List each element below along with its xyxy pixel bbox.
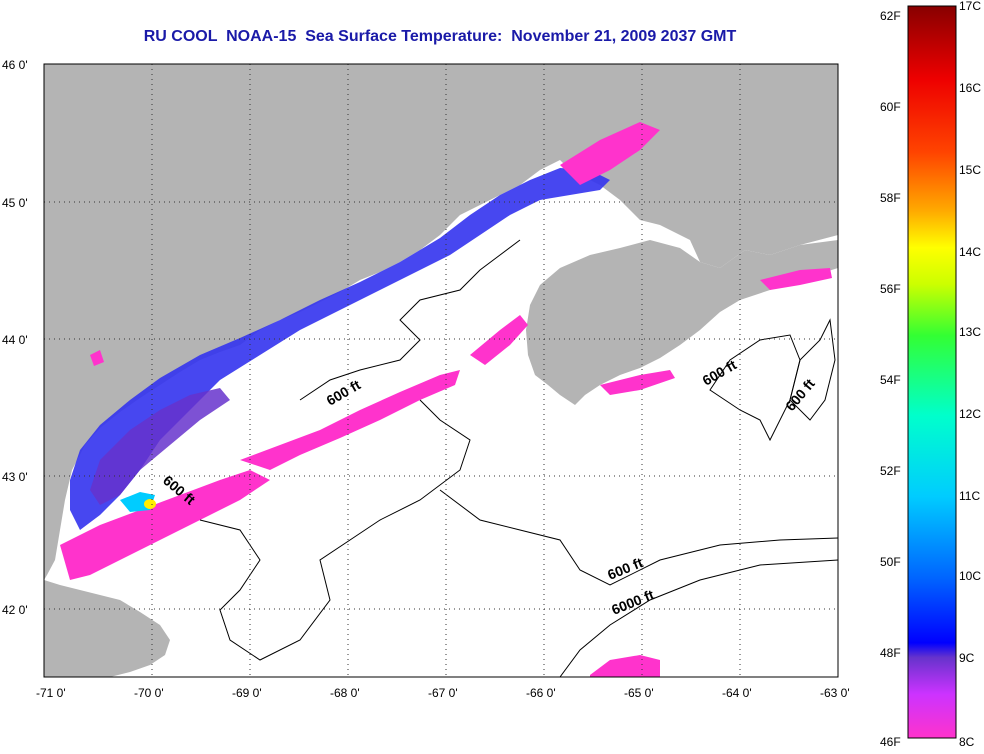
colorbar-c-label: 16C (959, 81, 981, 95)
colorbar-f-label: 50F (880, 555, 901, 569)
lat-label: 45 0' (2, 196, 28, 210)
colorbar-c-label: 14C (959, 245, 981, 259)
contour-600ft-a (299, 239, 521, 401)
lat-label: 43 0' (2, 470, 28, 484)
lon-label: -64 0' (722, 686, 752, 700)
warm-anomaly-yellow (144, 499, 156, 509)
land-mainland (44, 64, 838, 580)
lon-label: -63 0' (820, 686, 850, 700)
lon-label: -70 0' (134, 686, 164, 700)
colorbar-f-label: 46F (880, 735, 901, 749)
colorbar-c-label: 10C (959, 569, 981, 583)
lon-label: -71 0' (36, 686, 66, 700)
lat-label: 46 0' (2, 58, 28, 72)
contour-600ft-b (199, 399, 471, 661)
colorbar-f-label: 56F (880, 282, 901, 296)
colorbar-f-label: 60F (880, 100, 901, 114)
colorbar-c-label: 17C (959, 0, 981, 13)
lon-label: -69 0' (232, 686, 262, 700)
warm-patch-5 (590, 655, 660, 677)
warm-patch-7 (760, 268, 832, 290)
warm-patch-2 (240, 370, 460, 470)
colorbar-c-label: 12C (959, 407, 981, 421)
lat-label: 42 0' (2, 603, 28, 617)
colorbar-c-label: 13C (959, 325, 981, 339)
lon-label: -68 0' (330, 686, 360, 700)
warm-patch-4 (560, 122, 660, 185)
lat-label: 44 0' (2, 333, 28, 347)
warm-patch-1 (60, 470, 270, 580)
colorbar-f-label: 58F (880, 191, 901, 205)
land-nova-scotia (526, 240, 838, 405)
colorbar-f-label: 54F (880, 373, 901, 387)
map-title: RU COOL NOAA-15 Sea Surface Temperature:… (143, 28, 737, 45)
colorbar-f-label: 52F (880, 464, 901, 478)
colorbar-f-label: 62F (880, 9, 901, 23)
colorbar (907, 5, 957, 739)
colorbar-f-label: 48F (880, 646, 901, 660)
warm-patch-8 (90, 350, 104, 366)
cold-water-violet (90, 388, 230, 505)
map-frame (43, 63, 839, 678)
warm-patch-3 (470, 315, 528, 365)
lon-label: -67 0' (428, 686, 458, 700)
contour-600ft-c (439, 489, 838, 586)
colorbar-c-label: 15C (959, 163, 981, 177)
colorbar-c-label: 8C (959, 735, 975, 749)
lon-label: -66 0' (526, 686, 556, 700)
contour-600ft-e (789, 318, 836, 421)
graticule (44, 64, 838, 677)
contour-6000ft (559, 559, 838, 677)
lon-label: -65 0' (624, 686, 654, 700)
warm-patch-6 (600, 370, 675, 395)
colorbar-c-label: 9C (959, 651, 975, 665)
land-cape-cod (44, 580, 170, 677)
colorbar-c-label: 11C (959, 489, 980, 503)
bathymetry-contours (199, 239, 838, 677)
